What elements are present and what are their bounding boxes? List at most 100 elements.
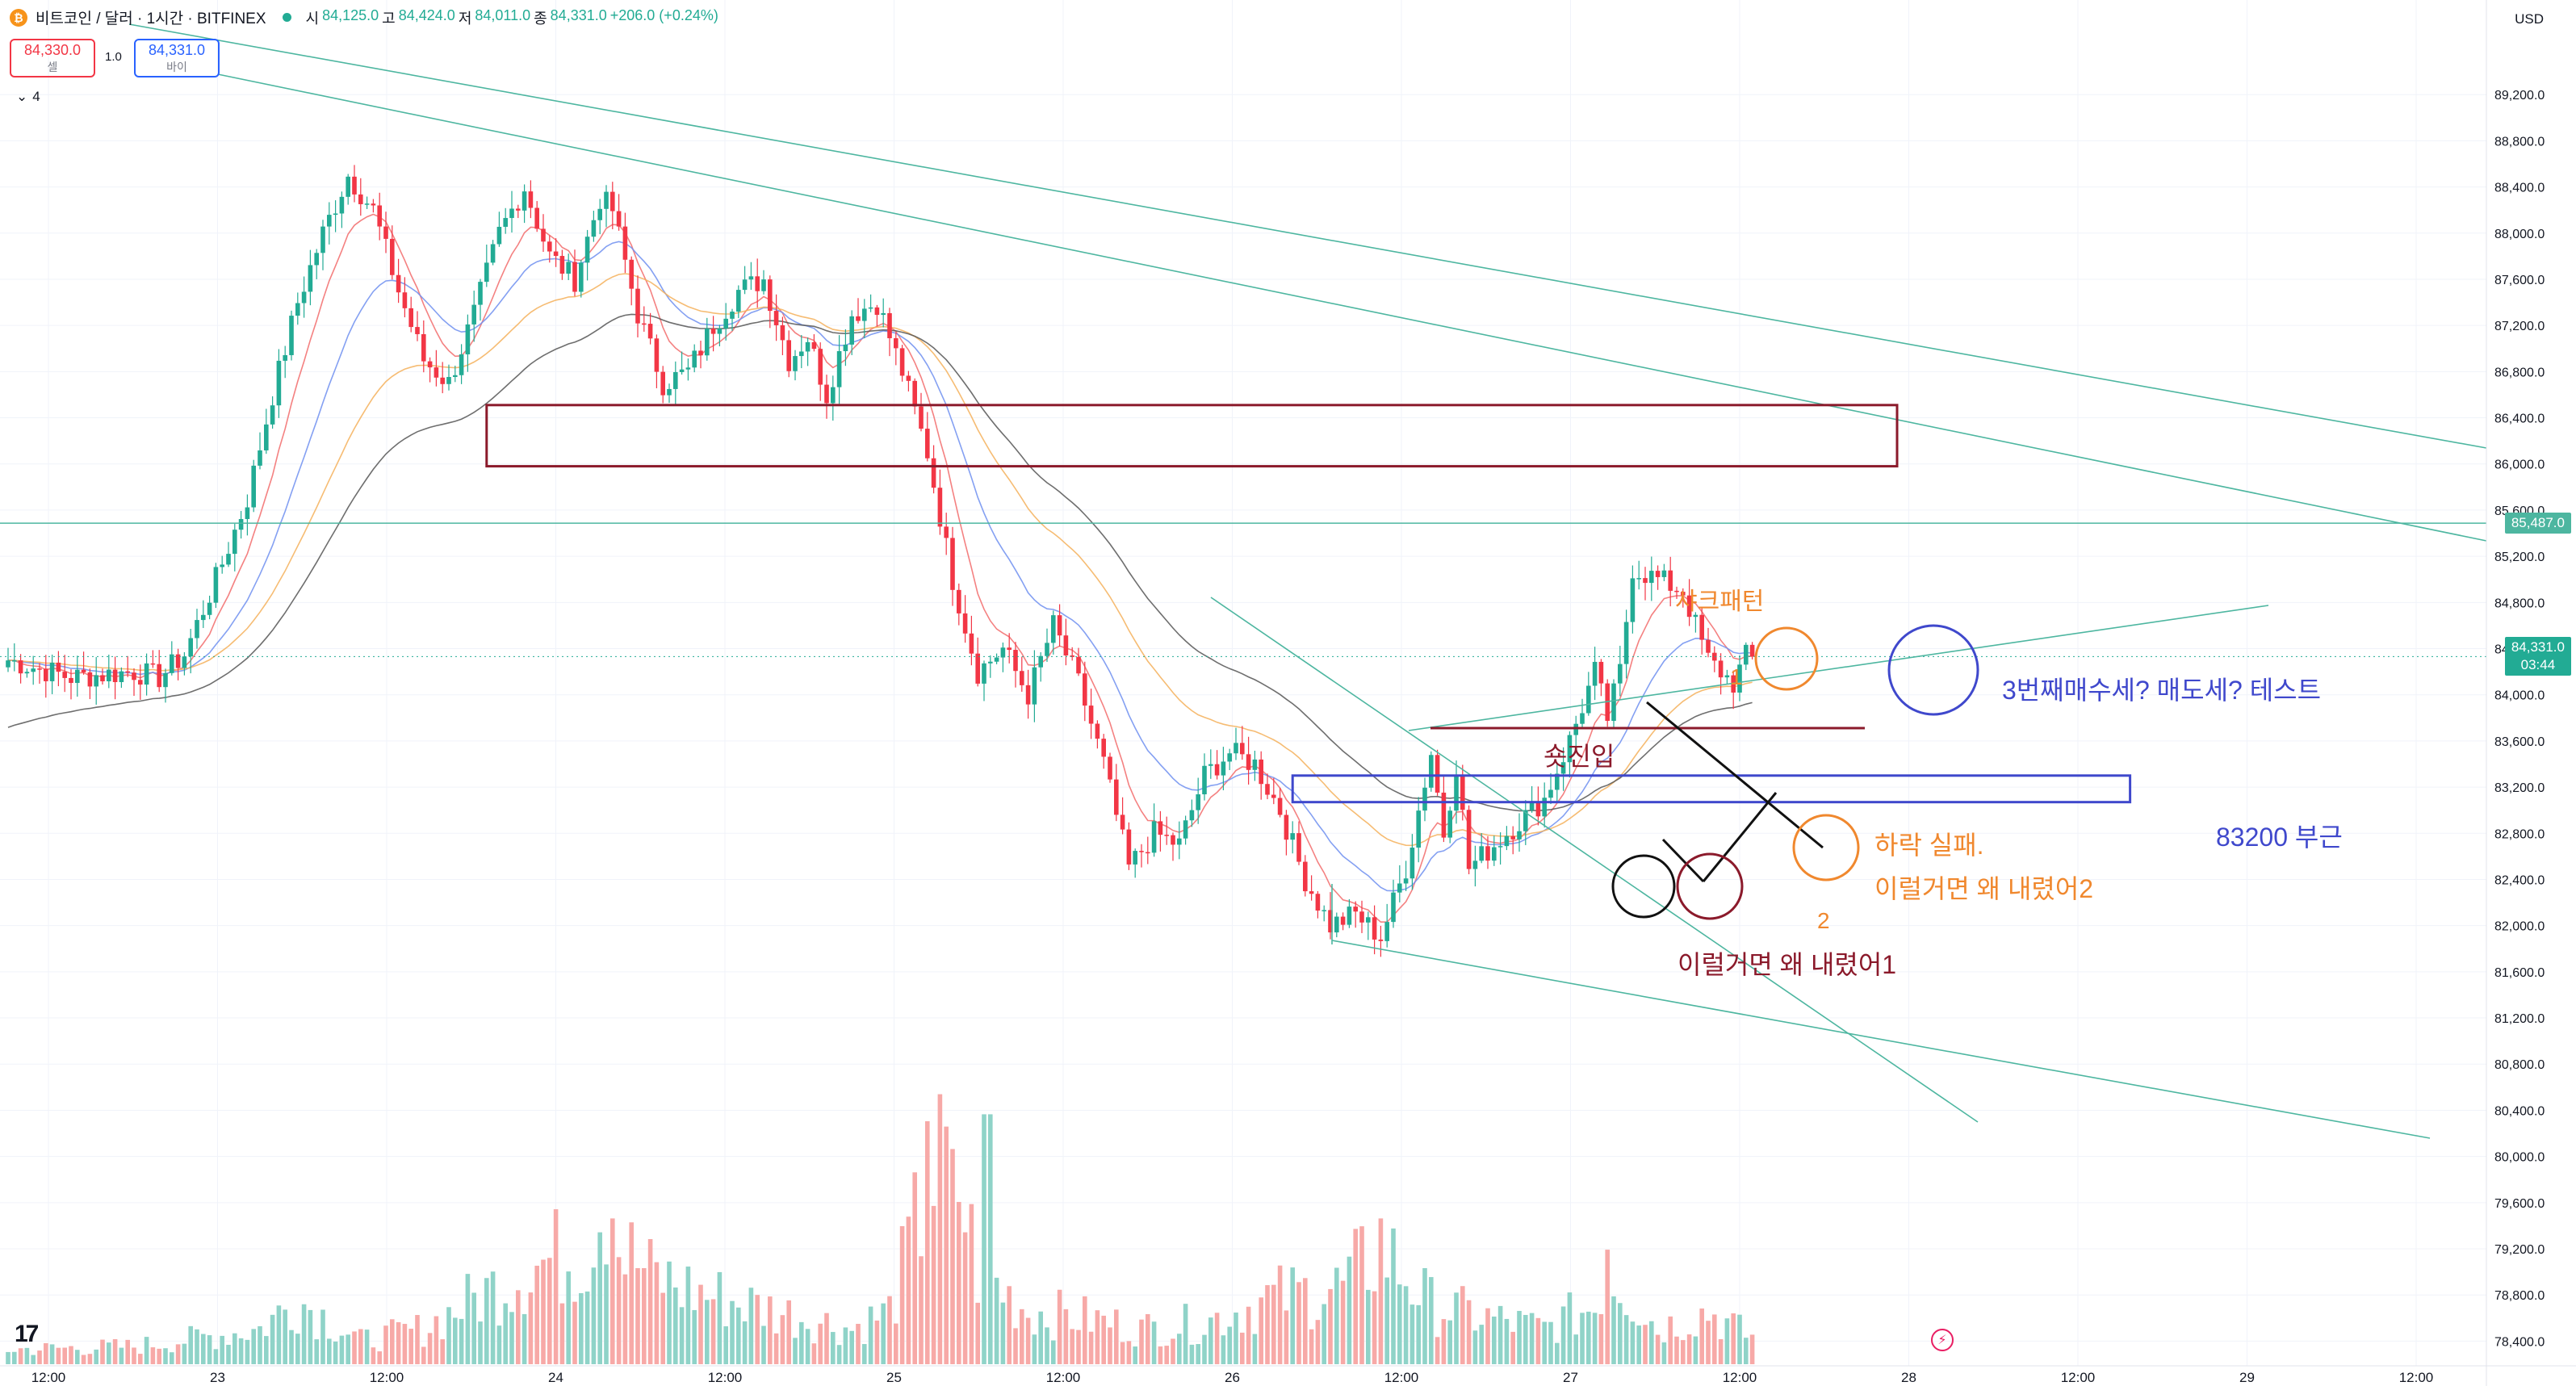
volume-bar — [1271, 1284, 1276, 1364]
candle-body — [478, 282, 483, 305]
volume-bar — [836, 1345, 842, 1364]
volume-bar — [1347, 1256, 1352, 1364]
volume-bar — [1353, 1229, 1358, 1364]
candle-body — [1548, 789, 1553, 798]
time-tick-label: 12:00 — [31, 1370, 66, 1385]
open-value: 84,125.0 — [322, 6, 379, 23]
candle-body — [1328, 910, 1333, 933]
volume-bar — [831, 1332, 836, 1364]
price-tick-label: 89,200.0 — [2494, 89, 2545, 103]
close-label: 종 — [534, 10, 547, 27]
volume-bar — [56, 1347, 61, 1364]
candle-body — [673, 371, 678, 389]
volume-bar — [364, 1329, 370, 1364]
candle-body — [1472, 860, 1478, 869]
candle-body — [1384, 922, 1389, 941]
indicators-toggle[interactable]: ⌄ 4 — [16, 89, 40, 105]
close-value: 84,331.0 — [550, 6, 607, 23]
candle-body — [1114, 779, 1119, 815]
candle-body — [415, 327, 420, 334]
candle-body — [521, 191, 527, 211]
price-tick-label: 83,600.0 — [2494, 735, 2545, 749]
volume-bar — [1359, 1226, 1364, 1364]
volume-bar — [1699, 1308, 1704, 1364]
volume-bar — [1535, 1317, 1541, 1364]
volume-bar — [1630, 1321, 1636, 1364]
volume-bar — [1492, 1316, 1497, 1364]
candle-body — [1133, 851, 1137, 865]
volume-bar — [1126, 1341, 1132, 1364]
symbol-header: ₿ 비트코인 / 달러 · 1시간 · BITFINEX 시 84,125.0 고… — [10, 6, 718, 28]
candle-body — [251, 465, 256, 508]
volume-bar — [516, 1290, 521, 1364]
candle-body — [163, 672, 168, 688]
candle-body — [352, 176, 357, 195]
candle-body — [831, 387, 836, 404]
buy-button[interactable]: 84,331.0 바이 — [134, 39, 220, 77]
candle-body — [220, 564, 224, 567]
candle-body — [1359, 911, 1364, 923]
candle-body — [496, 226, 502, 245]
volume-bar — [547, 1258, 552, 1364]
last-price-label: 84,331.0 03:44 — [2504, 637, 2571, 676]
indicators-count: 4 — [32, 89, 40, 104]
price-tick-label: 79,200.0 — [2494, 1243, 2545, 1257]
volume-bar — [521, 1313, 527, 1364]
candle-body — [150, 663, 156, 665]
volume-bar — [1668, 1316, 1673, 1364]
candle-body — [18, 660, 23, 674]
volume-bar — [503, 1303, 508, 1364]
volume-bar — [490, 1271, 496, 1364]
volume-bar — [957, 1201, 961, 1364]
candle-body — [408, 308, 413, 328]
buy-label: 바이 — [166, 60, 187, 73]
volume-bar — [421, 1346, 426, 1364]
volume-bar — [390, 1319, 395, 1364]
volume-bar — [1234, 1313, 1238, 1364]
volume-bar — [371, 1347, 376, 1364]
highlight-circle — [1754, 626, 1819, 691]
price-tick-label: 88,400.0 — [2494, 182, 2545, 195]
symbol-title[interactable]: 비트코인 / 달러 · 1시간 · BITFINEX — [36, 10, 266, 27]
volume-bar — [75, 1350, 80, 1364]
sell-button[interactable]: 84,330.0 셀 — [10, 39, 95, 77]
candle-body — [138, 680, 143, 685]
volume-bar — [906, 1216, 911, 1364]
candle-body — [805, 341, 810, 352]
currency-selector[interactable]: USD — [2515, 11, 2544, 27]
candle-body — [1208, 764, 1213, 766]
bitcoin-icon[interactable]: ₿ — [10, 8, 27, 27]
volume-bar — [1020, 1309, 1024, 1364]
candle-body — [1101, 739, 1106, 757]
candle-body — [1636, 578, 1641, 580]
volume-bar — [849, 1330, 854, 1364]
candle-body — [1284, 814, 1289, 840]
volume-bar — [572, 1301, 577, 1364]
candle-body — [629, 259, 634, 289]
volume-bar — [1618, 1303, 1623, 1364]
trend-line — [1408, 605, 2269, 731]
candle-body — [188, 638, 193, 657]
candle-body — [1749, 644, 1755, 657]
lightning-icon[interactable]: ⚡ — [1931, 1329, 1954, 1351]
volume-bar — [182, 1343, 187, 1364]
volume-bar — [1340, 1280, 1346, 1364]
volume-bar — [1611, 1296, 1616, 1364]
candle-body — [1353, 907, 1358, 912]
volume-bar — [125, 1339, 130, 1364]
time-tick-label: 12:00 — [708, 1370, 743, 1385]
candle-body — [1718, 660, 1724, 678]
volume-bar — [799, 1321, 804, 1364]
volume-bar — [1422, 1267, 1427, 1364]
high-label: 고 — [382, 10, 396, 27]
volume-bar — [1605, 1250, 1610, 1364]
volume-bar — [1252, 1334, 1258, 1364]
volume-bar — [1164, 1346, 1169, 1364]
tradingview-logo-icon[interactable]: 17 — [15, 1321, 39, 1347]
volume-bar — [604, 1264, 609, 1364]
candle-body — [1592, 661, 1598, 686]
candle-body — [1322, 910, 1326, 911]
candle-body — [1340, 916, 1346, 925]
